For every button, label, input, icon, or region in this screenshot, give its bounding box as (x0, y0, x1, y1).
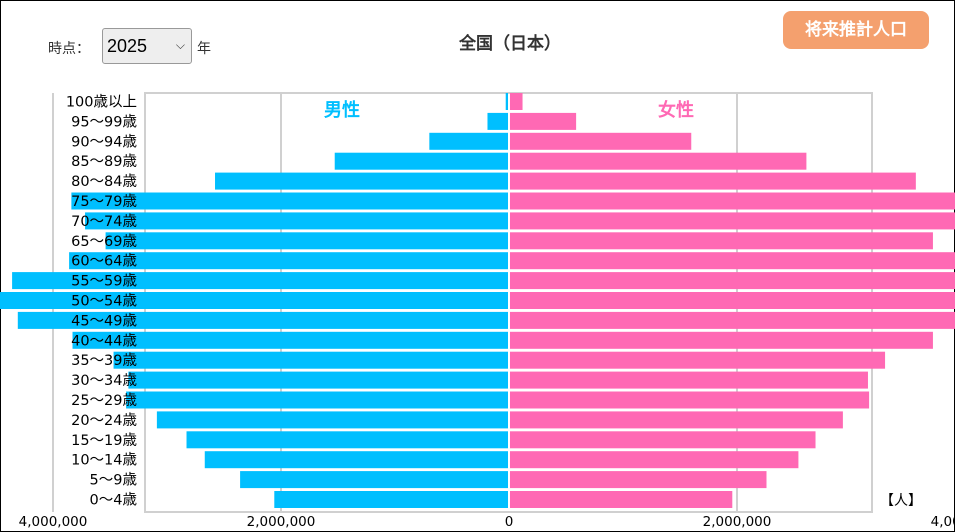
x-tick-label: 4,000,000 (931, 514, 955, 530)
bar-male (71, 192, 508, 210)
bar-female (510, 351, 886, 369)
legend-female: 女性 (658, 99, 694, 121)
y-tick-label: 90〜94歳 (71, 133, 137, 150)
bar-female (510, 411, 843, 429)
bar-male (505, 93, 508, 110)
bar-male (240, 471, 508, 489)
bar-female (510, 132, 692, 150)
x-tick-label: 4,000,000 (19, 514, 88, 530)
bar-male (156, 411, 508, 429)
y-tick-label: 85〜89歳 (71, 153, 137, 170)
bar-female (510, 471, 767, 489)
unit-label: 【人】 (880, 493, 922, 509)
year-select[interactable]: 2025 ⌵ (102, 28, 192, 64)
y-tick-label: 50〜54歳 (71, 293, 137, 310)
bar-female (510, 292, 955, 309)
y-tick-label: 60〜64歳 (71, 253, 137, 270)
bar-male (126, 391, 508, 409)
bar-female (510, 252, 955, 270)
bar-female (510, 152, 807, 170)
bar-male (69, 252, 508, 270)
bar-male (429, 132, 508, 150)
bar-female (510, 371, 868, 389)
bar-female (510, 391, 870, 409)
bar-male (334, 152, 508, 170)
bar-male (0, 292, 508, 309)
y-tick-label: 55〜59歳 (71, 273, 137, 290)
bar-female (510, 311, 955, 329)
bar-male (487, 112, 508, 130)
bar-male (17, 311, 509, 329)
bar-female (510, 192, 955, 210)
bar-male (85, 212, 508, 230)
bar-male (105, 232, 508, 250)
bar-male (215, 172, 508, 190)
bar-male (12, 272, 508, 290)
y-tick-label: 30〜34歳 (71, 372, 137, 389)
bar-female (510, 331, 933, 349)
legend-male: 男性 (324, 99, 360, 121)
y-tick-label: 40〜44歳 (71, 332, 137, 349)
page-title: 全国（日本） (459, 34, 561, 54)
bar-male (128, 371, 508, 389)
x-tick-label: 2,000,000 (247, 514, 316, 530)
bar-female (510, 232, 933, 250)
y-tick-label: 95〜99歳 (71, 113, 137, 130)
x-tick-label: 0 (505, 514, 514, 530)
y-tick-label: 20〜24歳 (71, 412, 137, 429)
bar-male (113, 351, 508, 369)
bar-female (510, 212, 955, 230)
y-tick-label: 0〜4歳 (90, 492, 137, 509)
future-projection-button[interactable]: 将来推計人口 (783, 11, 929, 49)
x-tick-label: 2,000,000 (703, 514, 772, 530)
bar-female (510, 491, 733, 508)
bar-female (510, 272, 955, 290)
y-tick-label: 70〜74歳 (71, 213, 137, 230)
y-tick-label: 10〜14歳 (71, 452, 137, 469)
bar-male (274, 491, 508, 508)
y-tick-label: 45〜49歳 (71, 312, 137, 329)
bar-male (72, 331, 509, 349)
time-label: 時点： (48, 41, 90, 57)
bar-male (204, 451, 508, 469)
y-tick-label: 25〜29歳 (71, 392, 137, 409)
bar-female (510, 93, 523, 110)
year-select-value: 2025 (107, 35, 148, 56)
y-tick-label: 75〜79歳 (71, 193, 137, 210)
y-tick-label: 35〜39歳 (71, 352, 137, 369)
y-tick-label: 15〜19歳 (71, 432, 137, 449)
y-tick-label: 80〜84歳 (71, 173, 137, 190)
bar-female (510, 172, 916, 190)
chevron-down-icon: ⌵ (175, 38, 185, 52)
bar-female (510, 451, 799, 469)
y-tick-label: 5〜9歳 (90, 472, 137, 489)
bar-female (510, 112, 577, 130)
bar-male (186, 431, 508, 449)
year-unit-label: 年 (197, 41, 211, 57)
bar-female (510, 431, 816, 449)
y-tick-label: 100歳以上 (66, 94, 137, 111)
y-tick-label: 65〜69歳 (71, 233, 137, 250)
